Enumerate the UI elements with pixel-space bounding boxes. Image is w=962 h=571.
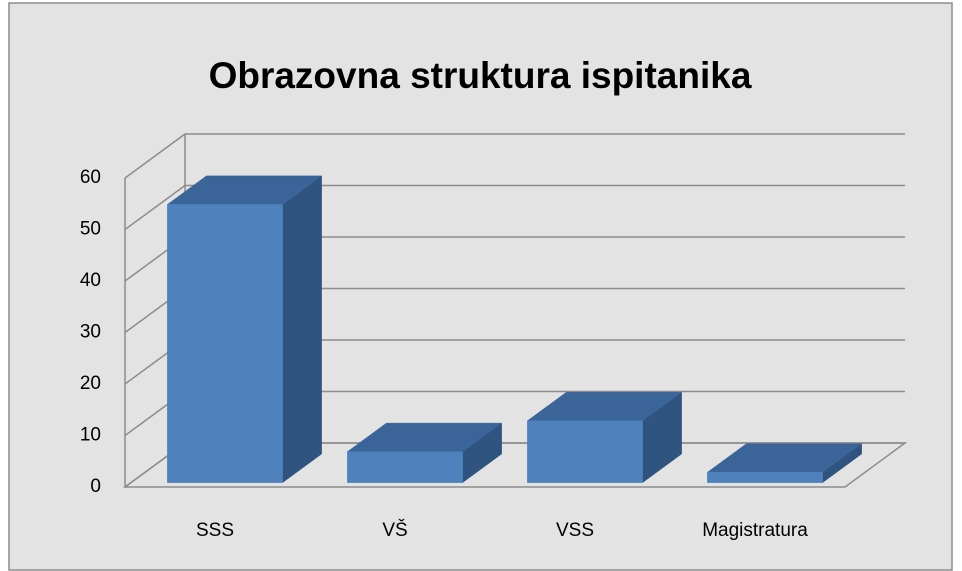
x-tick-label: VSS bbox=[556, 520, 594, 541]
bar bbox=[706, 443, 863, 484]
x-tick-label: VŠ bbox=[382, 519, 407, 541]
bar-front bbox=[347, 451, 463, 483]
y-tick-label: 10 bbox=[80, 425, 101, 446]
bar-side bbox=[282, 175, 322, 484]
x-tick-label: Magistratura bbox=[702, 520, 808, 541]
grid-line bbox=[124, 133, 186, 179]
y-tick-label: 60 bbox=[80, 167, 101, 188]
y-tick-label: 40 bbox=[80, 270, 101, 291]
bar bbox=[346, 422, 503, 484]
bar bbox=[166, 175, 323, 484]
chart-title: Obrazovna struktura ispitanika bbox=[209, 55, 752, 96]
bar-front bbox=[707, 472, 823, 483]
bar bbox=[526, 391, 683, 484]
y-tick-label: 50 bbox=[80, 219, 101, 240]
x-tick-label: SSS bbox=[196, 520, 234, 541]
y-tick-label: 0 bbox=[90, 476, 101, 497]
y-tick-label: 20 bbox=[80, 373, 101, 394]
grid-line bbox=[124, 184, 186, 231]
y-tick-label: 30 bbox=[80, 322, 101, 343]
bar-front bbox=[527, 420, 643, 483]
bar-front bbox=[167, 204, 283, 483]
